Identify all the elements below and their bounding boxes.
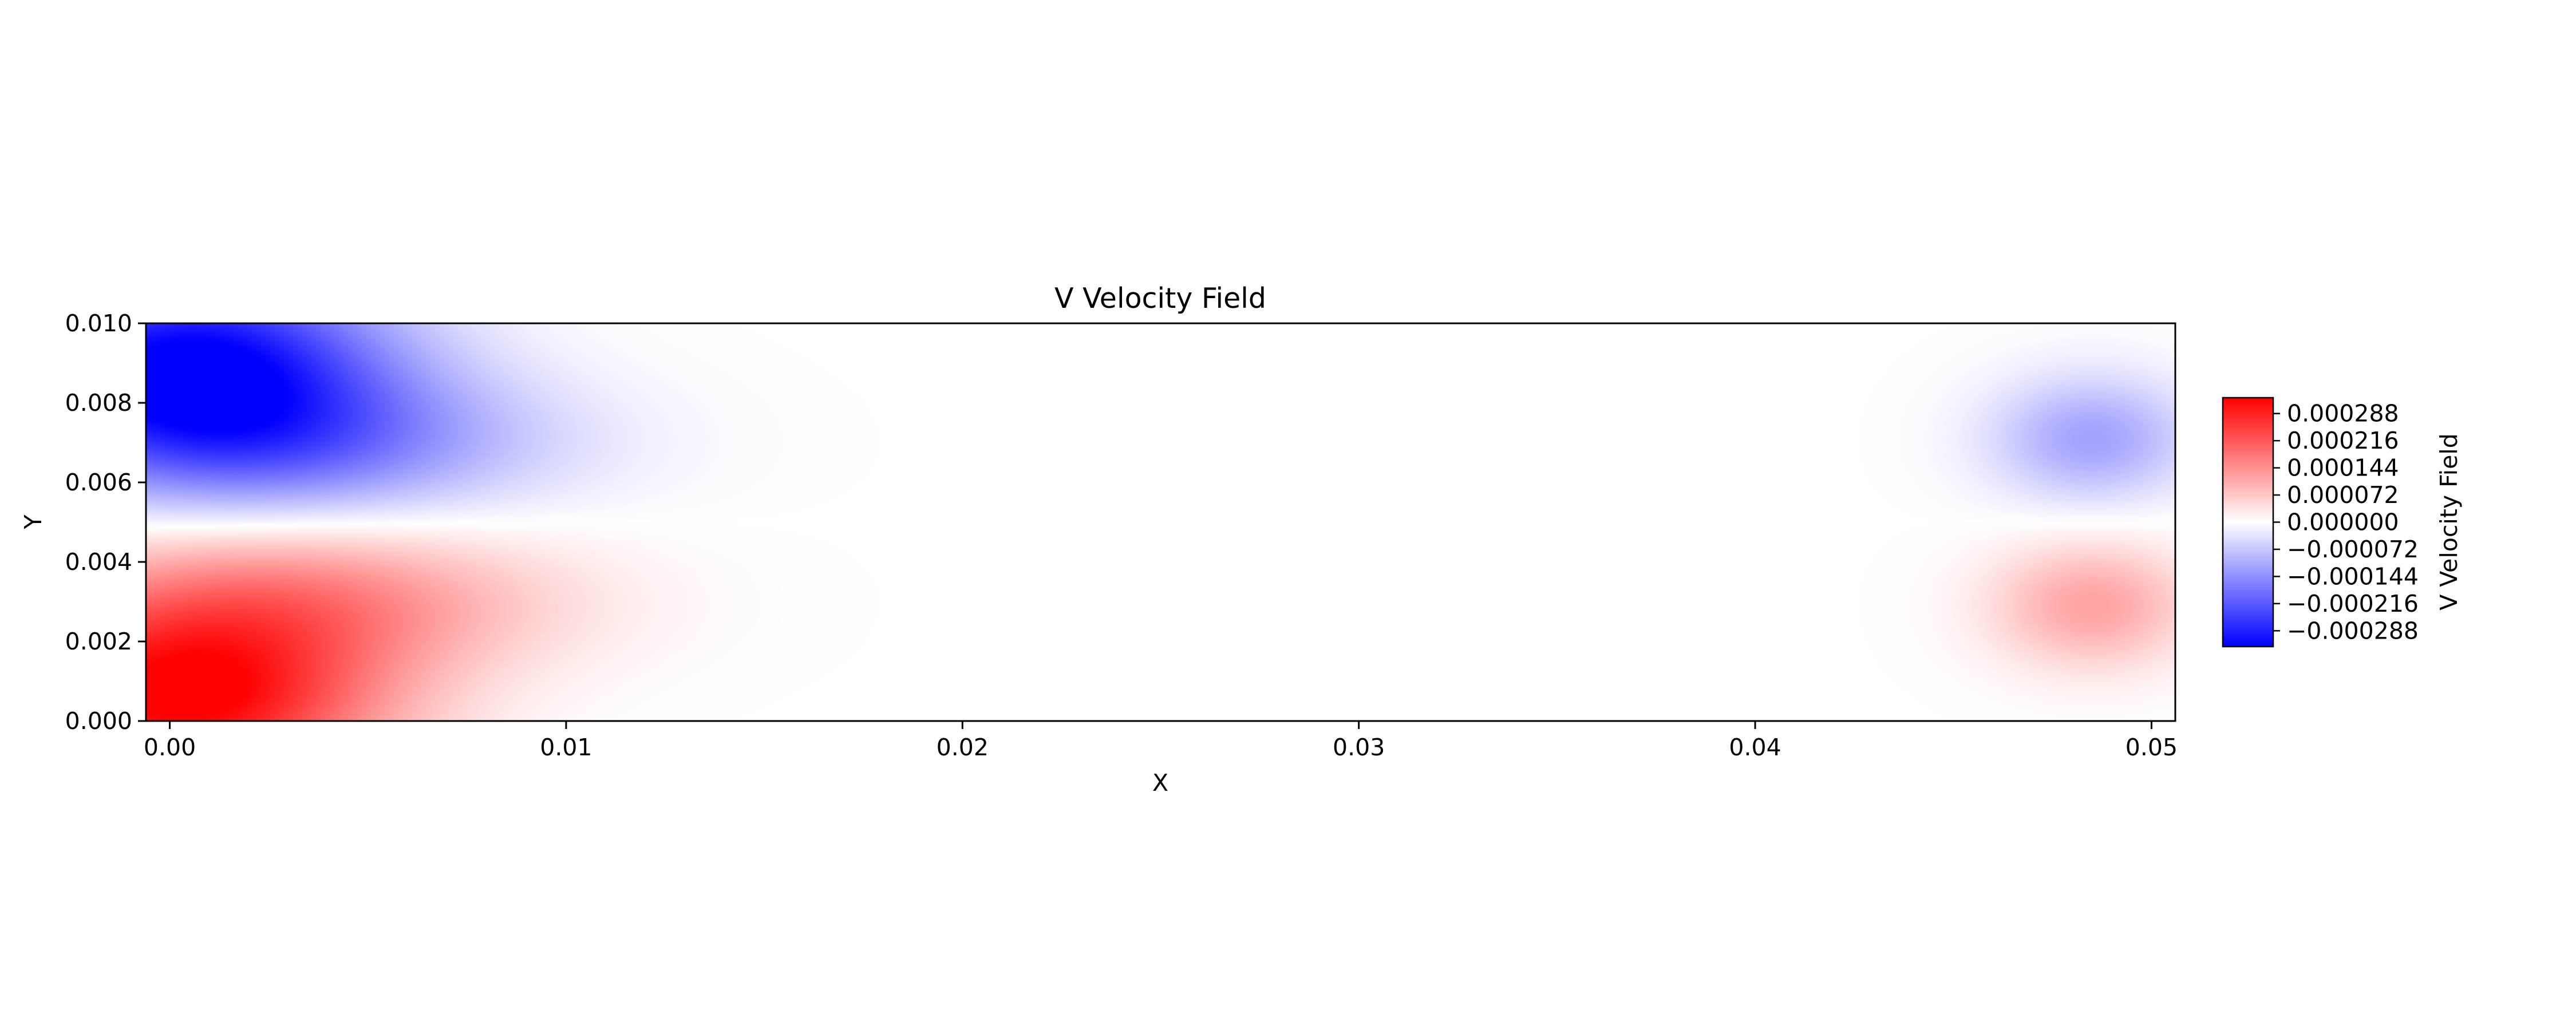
colorbar: 0.0002880.0002160.0001440.0000720.000000… — [2222, 397, 2463, 648]
colorbar-tick-label: −0.000072 — [2287, 536, 2419, 563]
x-axis: 0.00 0.01 0.02 0.03 0.04 0.05 — [144, 721, 2178, 761]
colorbar-tick-label: −0.000216 — [2287, 590, 2419, 617]
y-tick-label: 0.000 — [65, 707, 132, 735]
x-axis-label: X — [1152, 769, 1168, 797]
chart-title: V Velocity Field — [1054, 282, 1266, 315]
x-tick-label: 0.03 — [1333, 734, 1385, 761]
x-tick-label: 0.05 — [2125, 734, 2178, 761]
x-tick-label: 0.02 — [937, 734, 989, 761]
x-tick-label: 0.01 — [540, 734, 592, 761]
colorbar-gradient — [2222, 397, 2274, 648]
colorbar-tick-label: 0.000072 — [2287, 481, 2399, 509]
y-tick-label: 0.010 — [65, 310, 132, 337]
colorbar-tick-label: 0.000216 — [2287, 427, 2399, 454]
colorbar-tick-label: −0.000144 — [2287, 562, 2419, 590]
x-tick-label: 0.00 — [144, 734, 196, 761]
colorbar-tick-label: 0.000000 — [2287, 509, 2399, 536]
y-axis-label: Y — [19, 514, 47, 530]
plot-frame — [145, 322, 2176, 722]
y-tick-label: 0.002 — [65, 628, 132, 655]
y-axis: 0.000 0.002 0.004 0.006 0.008 0.010 — [65, 310, 146, 735]
colorbar-tick-label: 0.000288 — [2287, 400, 2399, 427]
colorbar-tick-label: 0.000144 — [2287, 454, 2399, 482]
colorbar-ticks: 0.0002880.0002160.0001440.0000720.000000… — [2273, 400, 2419, 644]
y-tick-label: 0.008 — [65, 389, 132, 417]
colorbar-label: V Velocity Field — [2435, 433, 2463, 611]
y-tick-label: 0.006 — [65, 469, 132, 496]
x-tick-label: 0.04 — [1729, 734, 1781, 761]
velocity-heatmap — [146, 323, 2175, 721]
y-tick-label: 0.004 — [65, 548, 132, 576]
colorbar-tick-label: −0.000288 — [2287, 617, 2419, 644]
plot-area — [145, 322, 2176, 722]
